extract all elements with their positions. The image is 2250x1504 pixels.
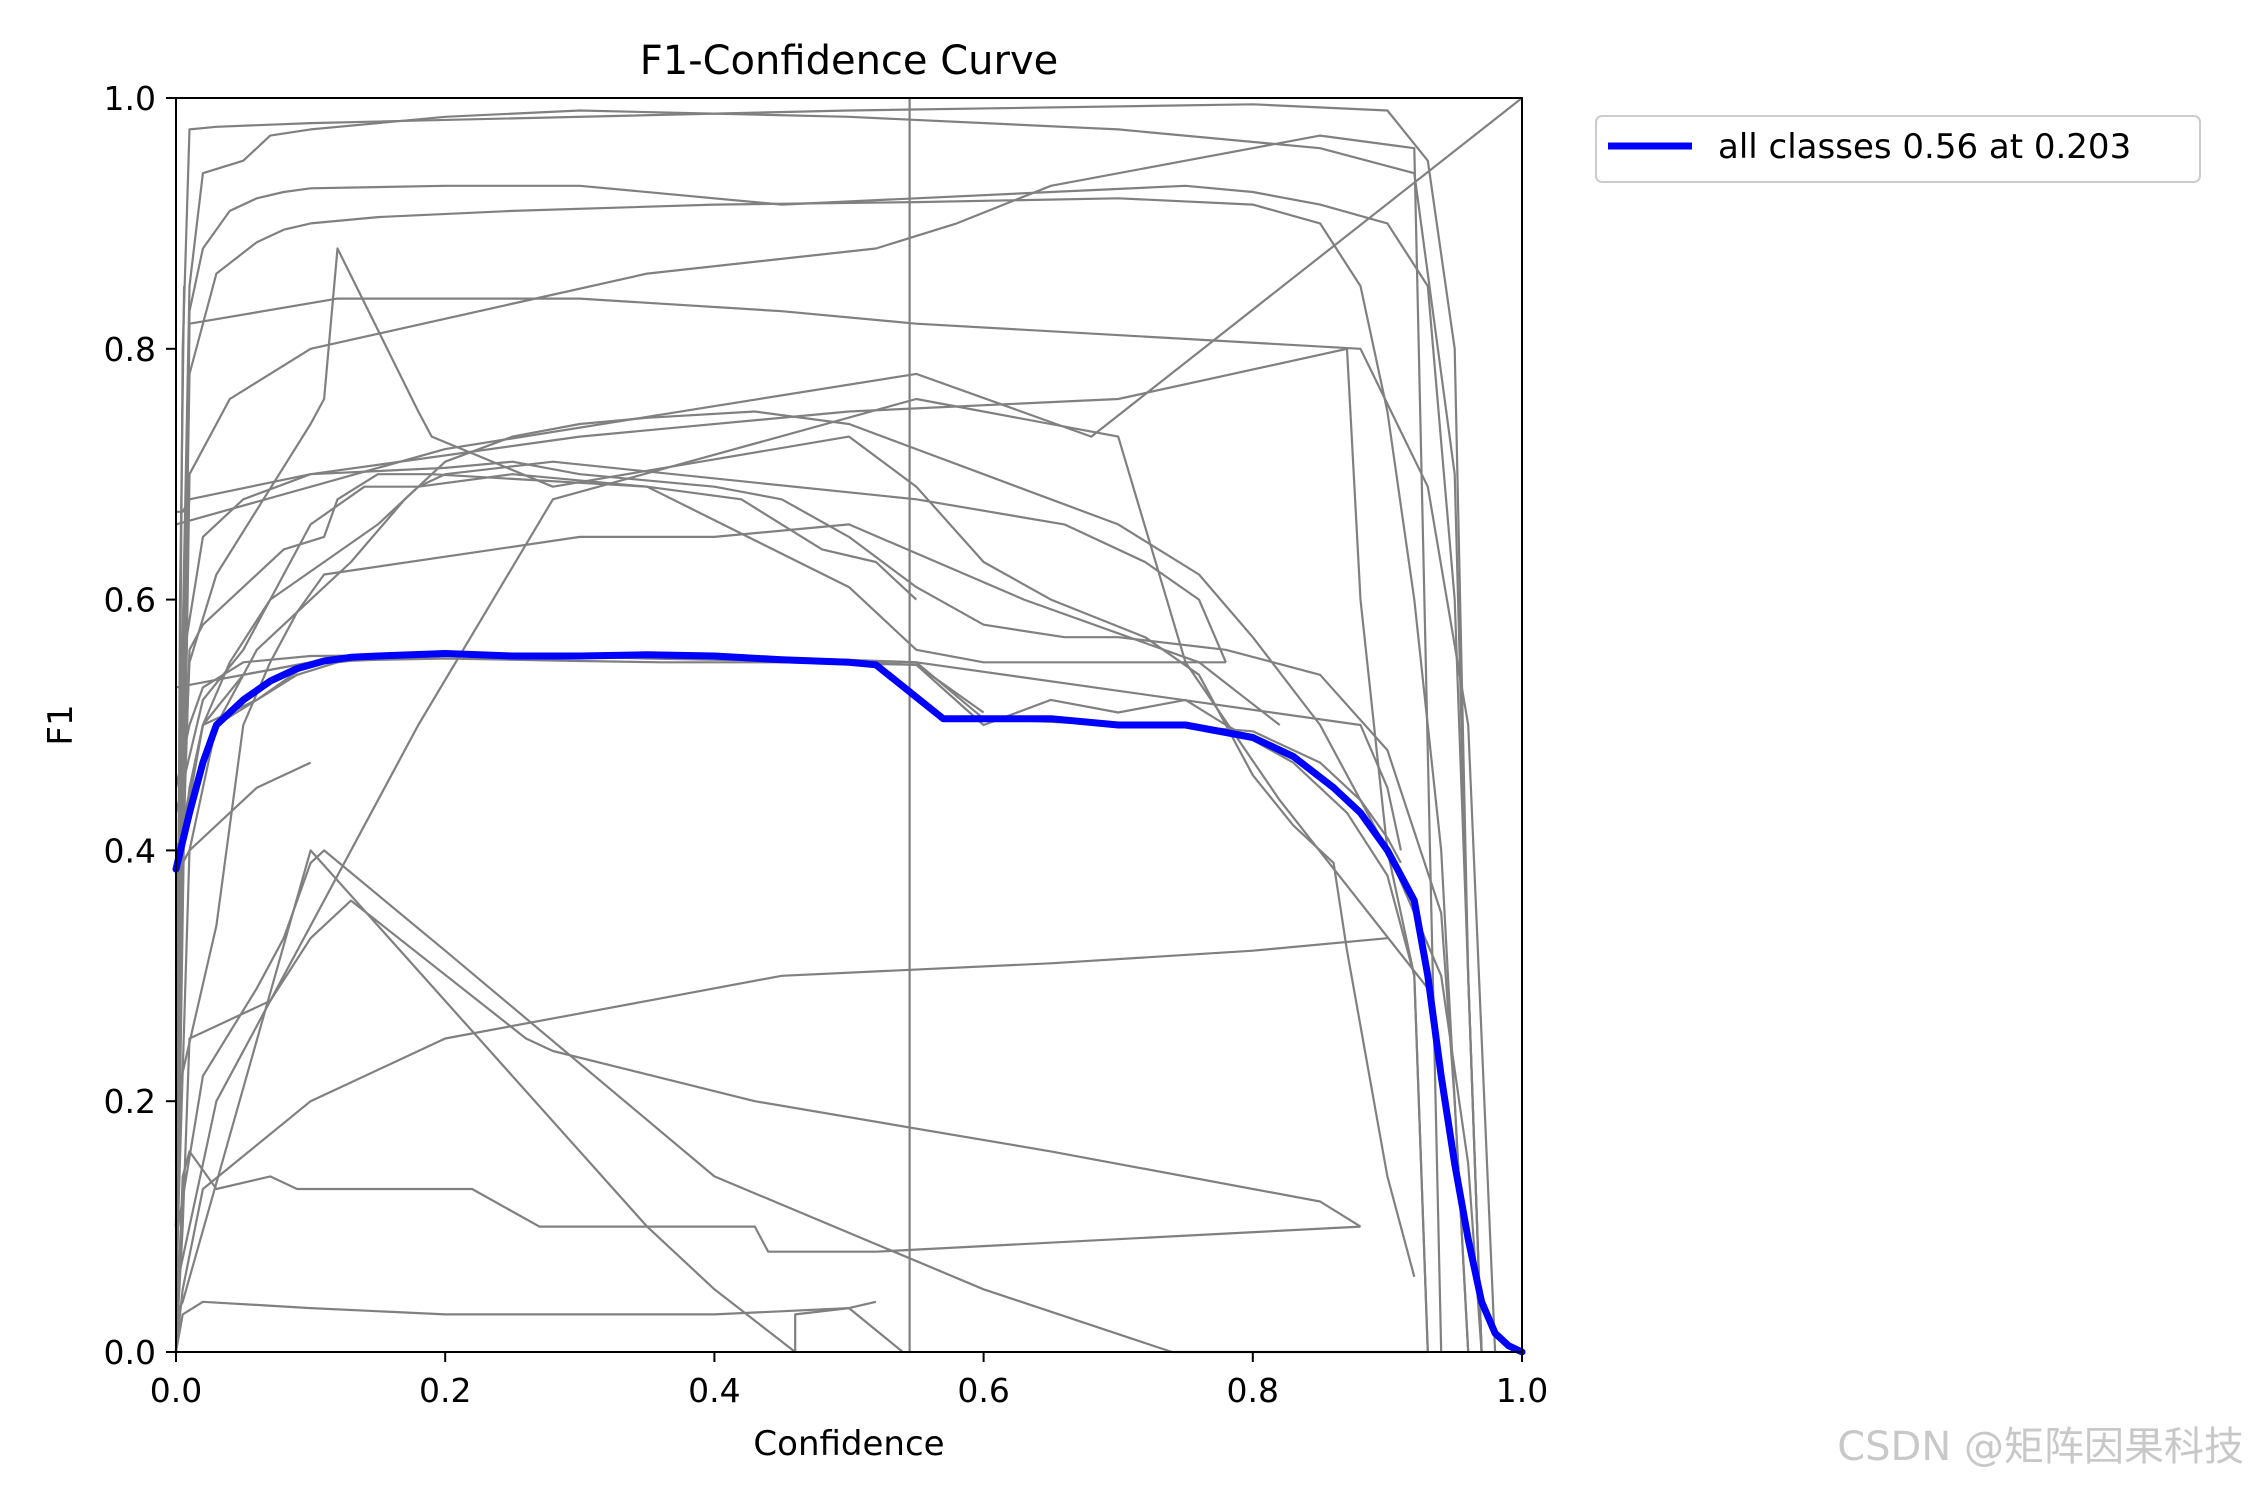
y-tick-label: 0.8: [104, 330, 156, 369]
x-tick-label: 0.4: [688, 1371, 740, 1410]
x-axis-ticks: 0.0 0.2 0.4 0.6 0.8 1.0: [150, 1352, 1548, 1410]
per-class-line-6: [174, 410, 1483, 1353]
per-class-line-2: [174, 109, 1483, 1353]
per-class-line-3: [174, 184, 1483, 1353]
y-tick-label: 1.0: [104, 79, 156, 118]
x-tick-label: 0.6: [957, 1371, 1009, 1410]
per-class-line-9: [174, 473, 1226, 876]
per-class-line-30: [174, 134, 1443, 1353]
y-tick-label: 0.6: [104, 581, 156, 620]
per-class-line-12: [174, 523, 1281, 1102]
watermark: CSDN @矩阵因果科技: [1837, 1424, 2244, 1470]
legend-box: [1595, 115, 2201, 183]
per-class-line-18: [174, 397, 1429, 1290]
x-tick-label: 0.8: [1227, 1371, 1279, 1410]
per-class-line-20: [175, 849, 877, 1354]
per-class-line-4: [174, 197, 1470, 1353]
x-tick-label: 0.2: [419, 1371, 471, 1410]
per-class-line-24: [174, 1300, 904, 1353]
y-axis-label: F1: [41, 704, 81, 745]
per-class-line-19: [174, 937, 1388, 1353]
plot-frame: [175, 97, 1523, 1353]
per-class-line-29: [174, 297, 1497, 1353]
per-class-line-10: [174, 247, 1416, 1278]
per-class-line-27: [174, 286, 186, 1353]
x-axis-label: Confidence: [753, 1424, 944, 1464]
per-class-line-21: [174, 899, 1362, 1353]
legend-label: all classes 0.56 at 0.203: [1718, 127, 2131, 167]
per-class-line-11: [174, 460, 1227, 814]
all-classes-line: [172, 650, 1526, 1356]
all-classes-series: [172, 650, 1526, 1356]
chart-title: F1-Confidence Curve: [640, 38, 1059, 84]
x-tick-label: 0.0: [150, 1371, 202, 1410]
per-class-line-1: [174, 103, 1483, 1353]
y-tick-label: 0.0: [104, 1333, 156, 1372]
per-class-line-23: [174, 1150, 1361, 1353]
per-class-line-5: [174, 460, 1470, 1353]
legend: all classes 0.56 at 0.203: [1595, 115, 2201, 183]
y-tick-label: 0.2: [104, 1082, 156, 1121]
y-axis-ticks: 0.0 0.2 0.4 0.6 0.8 1.0: [104, 79, 176, 1372]
per-class-line-8: [175, 97, 1523, 526]
x-tick-label: 1.0: [1496, 1371, 1548, 1410]
per-class-line-17: [175, 761, 312, 877]
per-class-line-13: [174, 473, 918, 1077]
y-tick-label: 0.4: [104, 831, 156, 870]
